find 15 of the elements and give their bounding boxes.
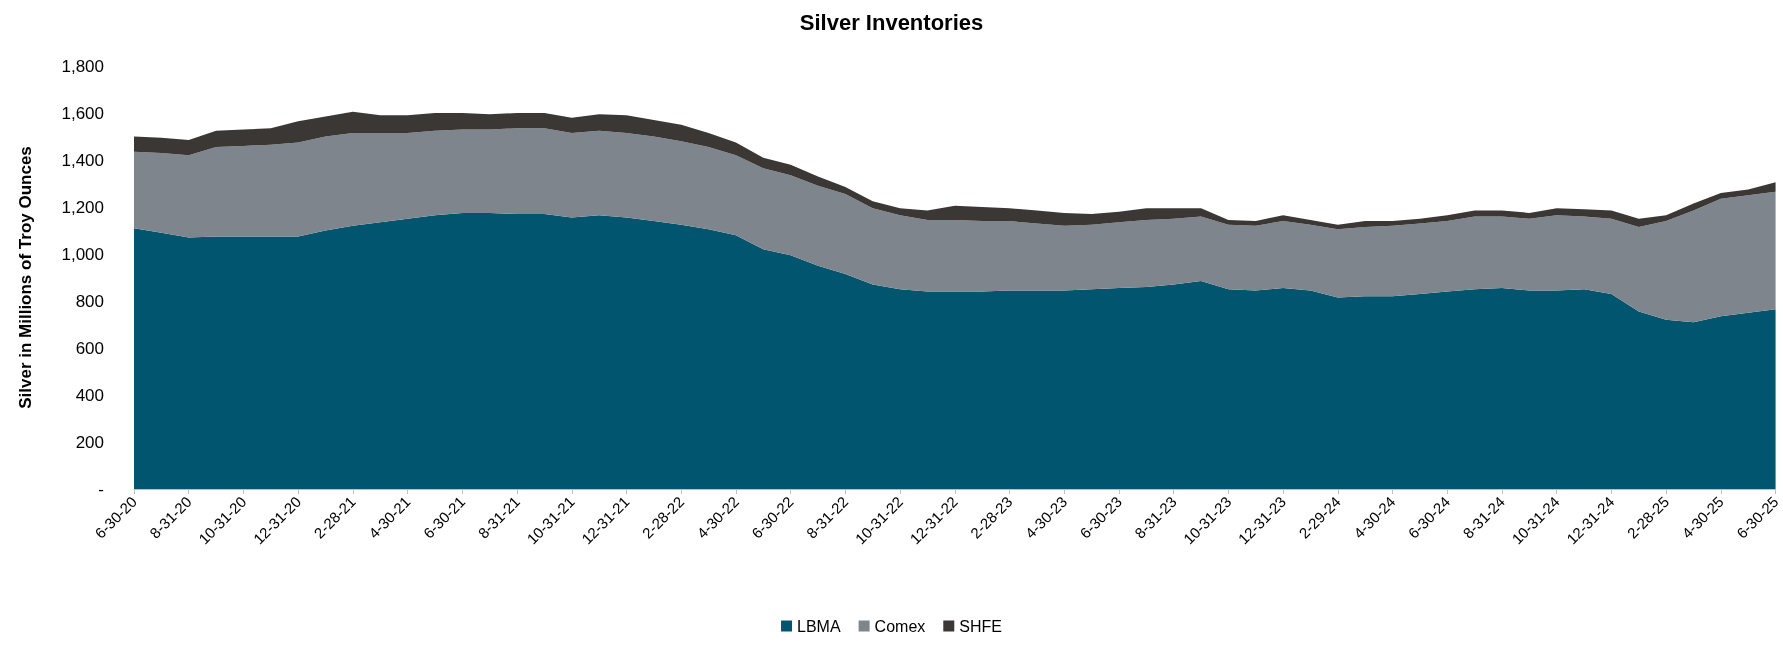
chart-title: Silver Inventories	[799, 9, 984, 35]
legend-label: SHFE	[959, 617, 1002, 635]
y-tick-label: 1,000	[61, 244, 104, 264]
y-tick-label: 1,400	[61, 150, 104, 170]
y-tick-label: 800	[75, 291, 104, 311]
y-tick-label: 1,600	[61, 103, 104, 123]
y-tick-label: -	[98, 479, 104, 499]
y-axis-title: Silver in Millions of Troy Ounces	[16, 146, 35, 409]
y-tick-label: 1,800	[61, 56, 104, 76]
y-tick-label: 1,200	[61, 197, 104, 217]
legend-label: LBMA	[797, 617, 841, 635]
y-tick-label: 400	[75, 385, 104, 405]
y-tick-label: 200	[75, 432, 104, 452]
y-tick-label: 600	[75, 338, 104, 358]
legend-label: Comex	[874, 617, 926, 635]
